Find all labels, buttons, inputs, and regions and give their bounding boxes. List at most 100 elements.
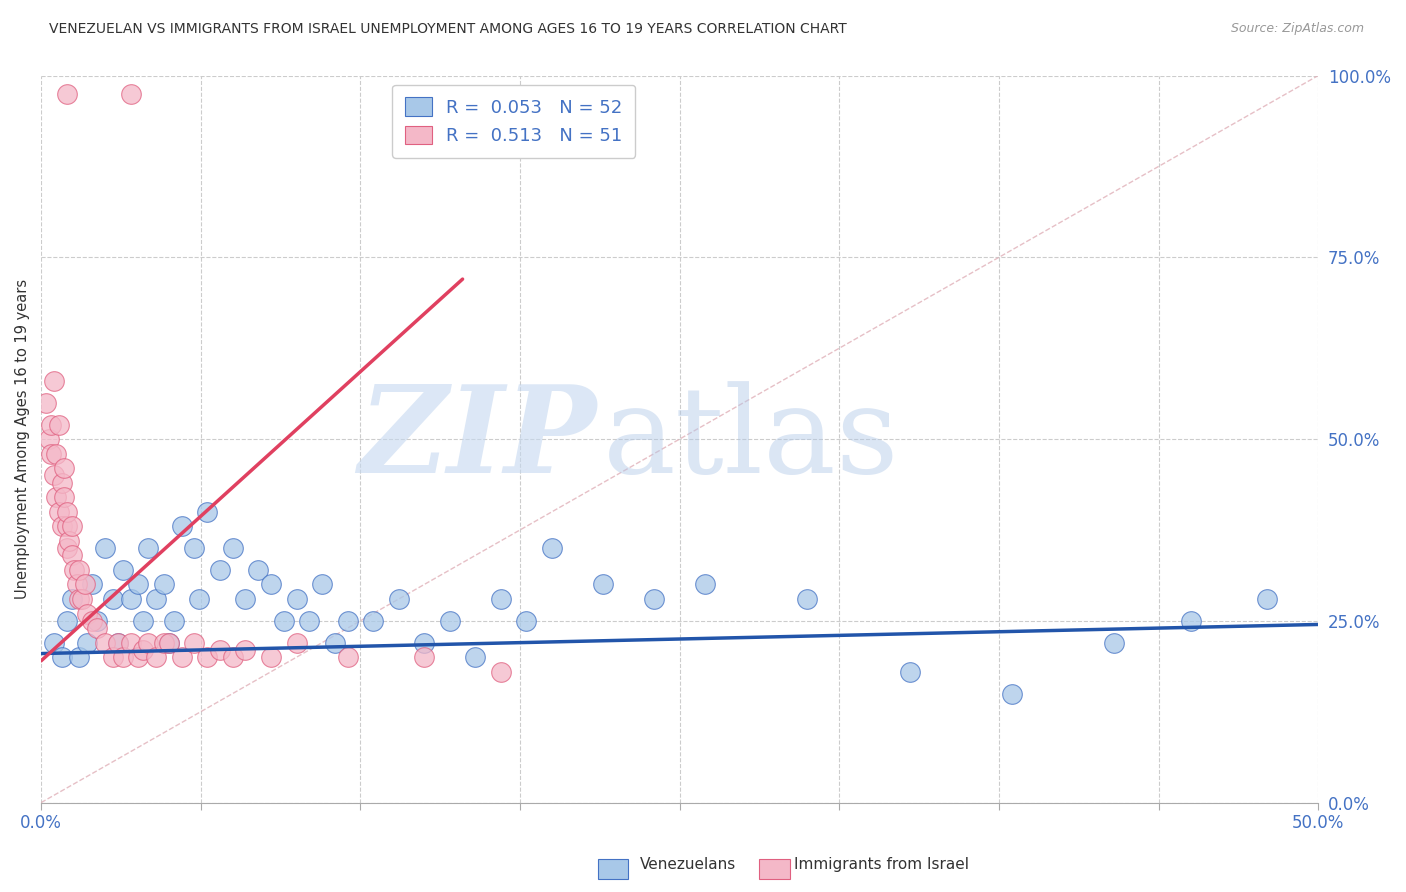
Point	[336, 614, 359, 628]
Point	[183, 635, 205, 649]
Point	[208, 563, 231, 577]
Point	[247, 563, 270, 577]
Point	[86, 621, 108, 635]
Point	[111, 650, 134, 665]
Point	[439, 614, 461, 628]
Point	[163, 614, 186, 628]
Point	[55, 519, 77, 533]
Point	[63, 563, 86, 577]
Point	[60, 519, 83, 533]
Point	[94, 541, 117, 555]
Legend: R =  0.053   N = 52, R =  0.513   N = 51: R = 0.053 N = 52, R = 0.513 N = 51	[392, 85, 636, 158]
Text: Source: ZipAtlas.com: Source: ZipAtlas.com	[1230, 22, 1364, 36]
Point	[170, 519, 193, 533]
Point	[695, 577, 717, 591]
Point	[221, 541, 243, 555]
Point	[38, 432, 60, 446]
Point	[73, 577, 96, 591]
Point	[132, 614, 155, 628]
Point	[127, 577, 149, 591]
Point	[35, 395, 58, 409]
Point	[67, 563, 90, 577]
Point	[51, 519, 73, 533]
Point	[51, 475, 73, 490]
Point	[235, 592, 257, 607]
Text: VENEZUELAN VS IMMIGRANTS FROM ISRAEL UNEMPLOYMENT AMONG AGES 16 TO 19 YEARS CORR: VENEZUELAN VS IMMIGRANTS FROM ISRAEL UNE…	[49, 22, 846, 37]
Point	[1001, 687, 1024, 701]
Point	[145, 592, 167, 607]
Point	[157, 635, 180, 649]
Point	[1102, 635, 1125, 649]
Point	[82, 577, 104, 591]
Point	[48, 417, 70, 432]
Point	[195, 650, 218, 665]
Point	[60, 549, 83, 563]
Text: atlas: atlas	[603, 381, 900, 498]
Point	[101, 650, 124, 665]
Text: Immigrants from Israel: Immigrants from Israel	[794, 857, 969, 872]
Point	[208, 643, 231, 657]
Point	[138, 541, 160, 555]
Point	[76, 607, 98, 621]
Point	[76, 635, 98, 649]
Point	[323, 635, 346, 649]
Point	[42, 374, 65, 388]
Point	[361, 614, 384, 628]
Point	[107, 635, 129, 649]
Text: Venezuelans: Venezuelans	[640, 857, 735, 872]
Point	[1256, 592, 1278, 607]
Point	[60, 592, 83, 607]
Text: ZIP: ZIP	[359, 380, 596, 499]
Point	[127, 650, 149, 665]
Point	[48, 505, 70, 519]
Point	[273, 614, 295, 628]
Point	[120, 592, 142, 607]
Point	[53, 490, 76, 504]
Point	[145, 650, 167, 665]
Point	[170, 650, 193, 665]
Point	[298, 614, 321, 628]
Point	[285, 592, 308, 607]
Point	[235, 643, 257, 657]
Point	[221, 650, 243, 665]
Point	[42, 468, 65, 483]
Point	[42, 635, 65, 649]
Point	[260, 577, 283, 591]
Point	[132, 643, 155, 657]
Point	[45, 447, 67, 461]
Point	[592, 577, 614, 591]
Point	[70, 592, 93, 607]
Point	[464, 650, 486, 665]
Point	[336, 650, 359, 665]
Point	[66, 577, 89, 591]
Point	[101, 592, 124, 607]
Point	[67, 650, 90, 665]
Point	[67, 592, 90, 607]
Point	[489, 665, 512, 679]
Point	[120, 87, 142, 101]
Point	[55, 614, 77, 628]
Point	[183, 541, 205, 555]
Point	[195, 505, 218, 519]
Point	[41, 417, 63, 432]
Point	[82, 614, 104, 628]
Point	[643, 592, 665, 607]
Point	[1180, 614, 1202, 628]
Point	[260, 650, 283, 665]
Point	[285, 635, 308, 649]
Y-axis label: Unemployment Among Ages 16 to 19 years: Unemployment Among Ages 16 to 19 years	[15, 279, 30, 599]
Point	[541, 541, 564, 555]
Point	[796, 592, 818, 607]
Point	[311, 577, 333, 591]
Point	[86, 614, 108, 628]
Point	[111, 563, 134, 577]
Point	[55, 505, 77, 519]
Point	[413, 635, 436, 649]
Point	[107, 635, 129, 649]
Point	[138, 635, 160, 649]
Point	[51, 650, 73, 665]
Point	[120, 635, 142, 649]
Point	[152, 577, 174, 591]
Point	[55, 87, 77, 101]
Point	[188, 592, 211, 607]
